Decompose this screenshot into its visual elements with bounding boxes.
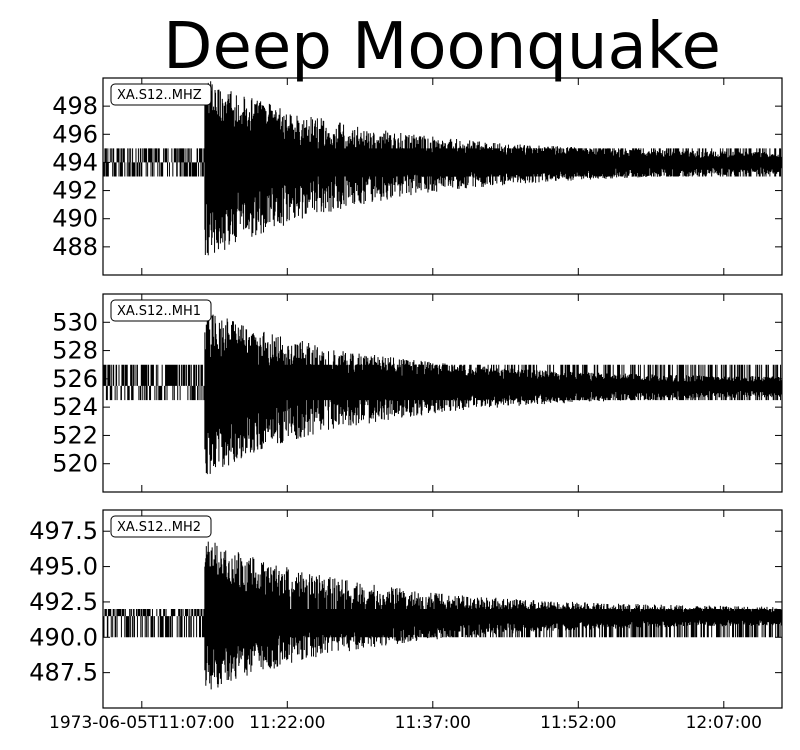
y-tick-label: 528	[52, 337, 98, 365]
x-tick-label: 11:52:00	[540, 713, 616, 733]
y-tick-label: 526	[52, 365, 98, 393]
y-tick-label: 524	[52, 393, 98, 421]
trace-mh1	[102, 312, 783, 475]
station-label-mh2: XA.S12..MH2	[117, 520, 201, 535]
y-tick-label: 492	[52, 177, 98, 205]
legend-mh1: XA.S12..MH1	[110, 299, 212, 322]
legend-mhz: XA.S12..MHZ	[110, 83, 212, 106]
y-tick-label: 497.5	[29, 517, 98, 545]
x-tick-label: 11:22:00	[249, 713, 325, 733]
y-tick-label: 494	[52, 148, 98, 176]
panel-frame-mh1	[102, 293, 783, 493]
trace-path	[102, 541, 783, 690]
station-label-mhz: XA.S12..MHZ	[117, 88, 202, 103]
x-tick-label: 12:07:00	[686, 713, 762, 733]
chart-title: Deep Moonquake	[163, 10, 721, 84]
y-tick-label: 495.0	[29, 553, 98, 581]
y-tick-label: 530	[52, 308, 98, 336]
y-tick-label: 496	[52, 120, 98, 148]
y-tick-label: 490	[52, 205, 98, 233]
legend-box-mhz	[110, 83, 212, 106]
y-tick-label: 498	[52, 92, 98, 120]
legend-box-mh1	[110, 299, 212, 322]
trace-path	[102, 81, 783, 256]
legend-box-mh2	[110, 515, 212, 538]
panel-frame-mhz	[102, 77, 783, 276]
yticks-mh2: 497.5 495.0 492.5 490.0 487.5	[29, 517, 782, 687]
legend-mh2: XA.S12..MH2	[110, 515, 212, 538]
trace-path	[102, 312, 783, 475]
y-tick-label: 492.5	[29, 588, 98, 616]
y-tick-label: 490.0	[29, 623, 98, 651]
y-tick-label: 487.5	[29, 659, 98, 687]
x-tick-labels: 1973-06-05T11:07:00 11:22:00 11:37:00 11:52…	[49, 713, 762, 733]
panel-frame-mh2	[102, 509, 783, 709]
y-tick-label: 522	[52, 421, 98, 449]
xticks-mhz	[141, 78, 725, 275]
x-tick-label: 11:37:00	[395, 713, 471, 733]
xticks-mh1	[141, 294, 725, 492]
y-tick-label: 520	[52, 450, 98, 478]
xticks-mh2	[141, 510, 725, 708]
y-tick-label: 488	[52, 233, 98, 261]
panel-mh2: 497.5 495.0 492.5 490.0 487.5 XA.S12..MH2	[29, 509, 783, 709]
trace-mhz	[102, 81, 783, 256]
station-label-mh1: XA.S12..MH1	[117, 304, 201, 319]
x-tick-label: 1973-06-05T11:07:00	[49, 713, 235, 733]
trace-mh2	[102, 541, 783, 690]
